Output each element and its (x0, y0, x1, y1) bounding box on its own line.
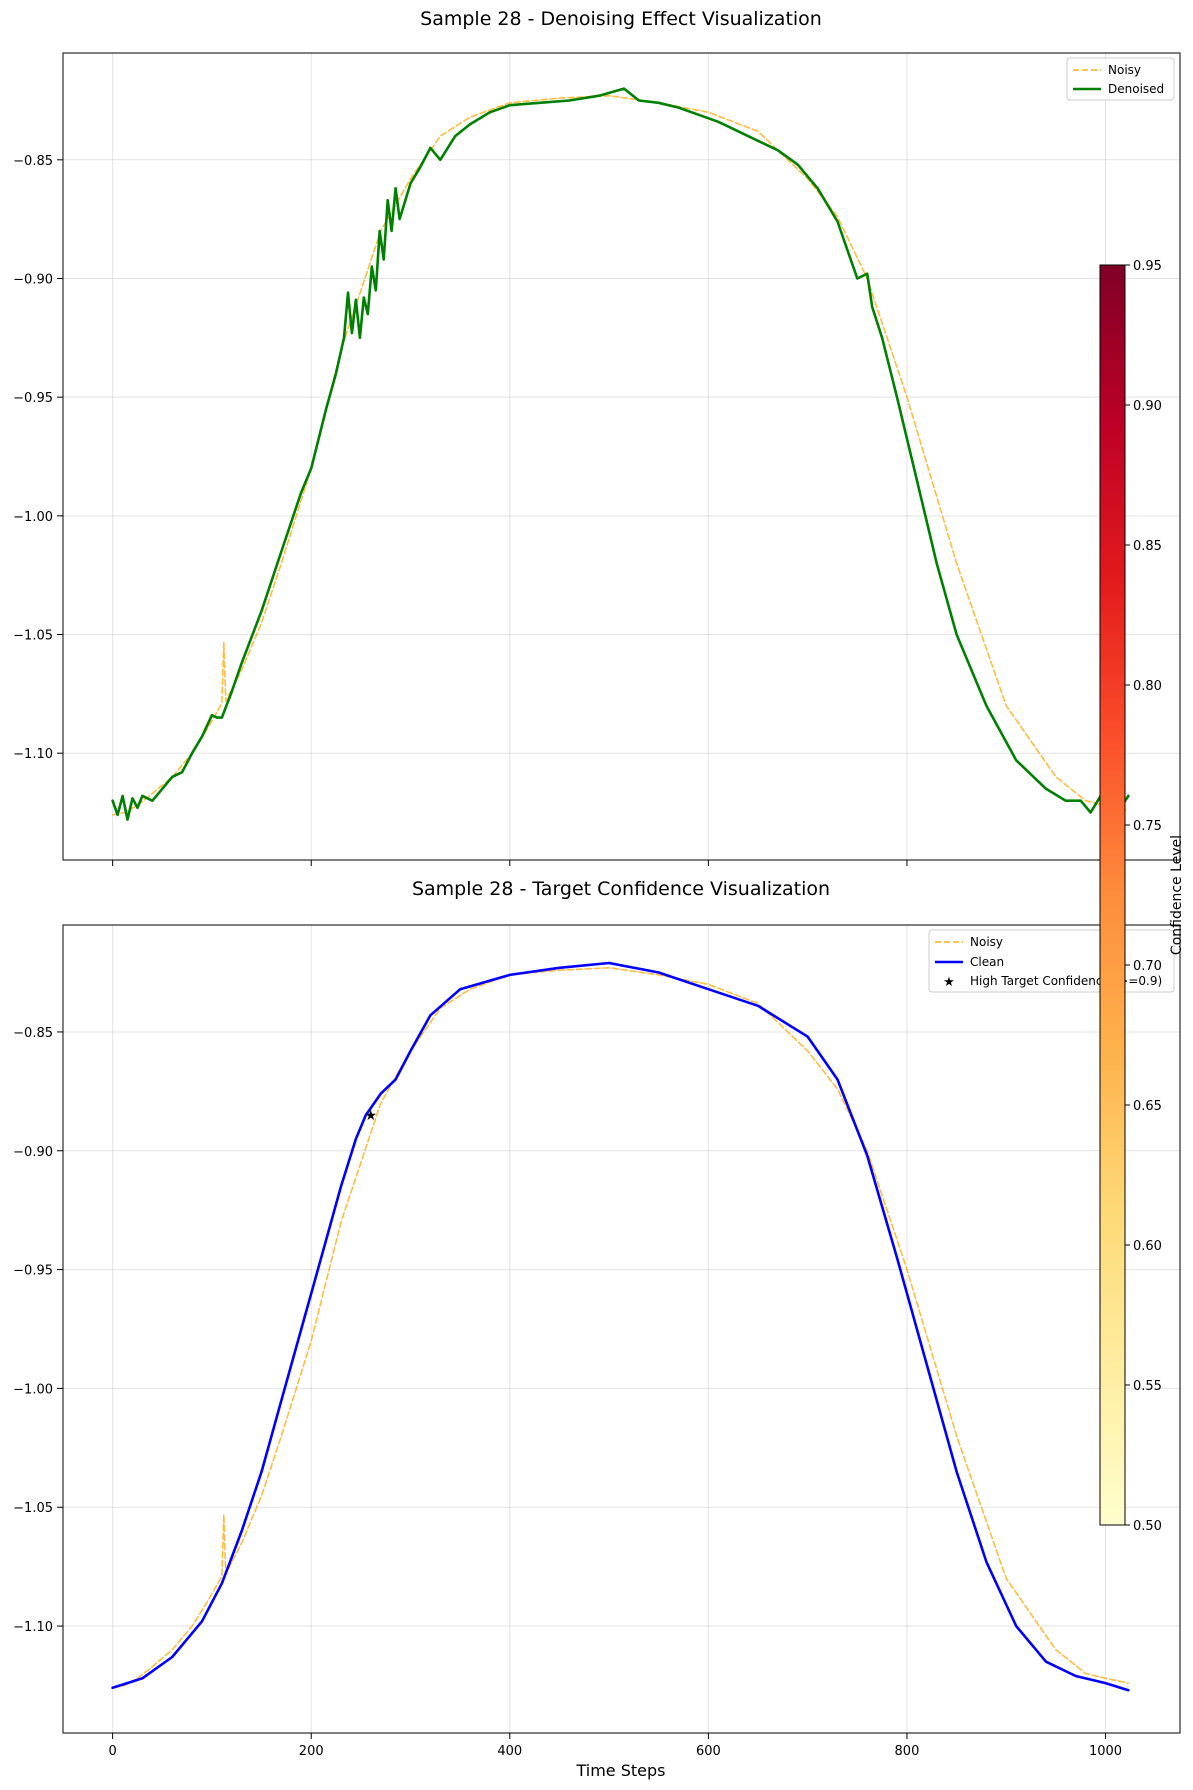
colorbar-tick-label: 0.60 (1133, 1239, 1162, 1254)
y-tick-label: −0.95 (13, 391, 53, 406)
x-tick-label: 800 (895, 1744, 920, 1759)
y-axis: −0.85 −0.90 −0.95 −1.00 −1.05 −1.10 (13, 1026, 63, 1635)
y-tick-label: −1.00 (13, 1382, 53, 1397)
colorbar-tick-label: 0.75 (1133, 819, 1162, 834)
grid (63, 53, 1180, 860)
colorbar-tick-label: 0.50 (1133, 1519, 1162, 1534)
panel-denoising: Sample 28 - Denoising Effect Visualizati… (13, 8, 1181, 866)
y-tick-label: −1.05 (13, 1501, 53, 1516)
colorbar-ticks: 0.50 0.55 0.60 0.65 0.70 0.75 0.80 0.85 0.90 0.95 (1125, 259, 1162, 1534)
y-tick-label: −1.10 (13, 1620, 53, 1635)
chart-title: Sample 28 - Target Confidence Visualizat… (412, 878, 830, 900)
y-tick-label: −0.90 (13, 1145, 53, 1160)
axes-frame (62, 924, 1181, 1734)
panel-confidence: Sample 28 - Target Confidence Visualizat… (13, 878, 1181, 1780)
colorbar-tick-label: 0.55 (1133, 1379, 1162, 1394)
x-axis: 0 200 400 600 800 1000 (109, 1733, 1122, 1759)
x-tick-label: 0 (109, 1744, 117, 1759)
grid (63, 925, 1180, 1733)
colorbar-tick-label: 0.65 (1133, 1099, 1162, 1114)
colorbar-tick-label: 0.85 (1133, 539, 1162, 554)
series-line-denoised (111, 87, 1130, 821)
legend-label-denoised: Denoised (1108, 82, 1164, 96)
y-tick-label: −0.90 (13, 272, 53, 287)
legend-star-marker: ★ (943, 975, 955, 990)
y-tick-label: −1.10 (13, 747, 53, 762)
axes-frame (62, 52, 1181, 861)
y-tick-label: −1.05 (13, 629, 53, 644)
colorbar-tick-label: 0.95 (1133, 259, 1162, 274)
colorbar-gradient (1099, 264, 1126, 1526)
colorbar-tick-label: 0.80 (1133, 679, 1162, 694)
legend-label-clean: Clean (970, 955, 1004, 969)
colorbar-label: Confidence Level (1169, 835, 1185, 955)
colorbar-tick-label: 0.70 (1133, 959, 1162, 974)
x-axis-label: Time Steps (575, 1761, 665, 1780)
series-line-clean (111, 961, 1130, 1692)
y-tick-label: −0.85 (13, 154, 53, 169)
y-tick-label: −0.95 (13, 1264, 53, 1279)
x-tick-label: 600 (696, 1744, 721, 1759)
plot-area: ★ (111, 961, 1130, 1692)
colorbar-tick-label: 0.90 (1133, 399, 1162, 414)
chart-title: Sample 28 - Denoising Effect Visualizati… (420, 8, 822, 30)
series-line-noisy (111, 94, 1130, 816)
x-axis (112, 860, 1107, 866)
legend-label-high-confidence: High Target Confidence (>=0.9) (970, 974, 1162, 988)
x-tick-label: 200 (299, 1744, 324, 1759)
y-axis: −0.85 −0.90 −0.95 −1.00 −1.05 −1.10 (13, 154, 63, 762)
series-line-noisy (111, 966, 1130, 1689)
x-tick-label: 400 (497, 1744, 522, 1759)
legend-label-noisy: Noisy (1108, 63, 1141, 77)
plot-area (111, 87, 1130, 821)
high-confidence-marker: ★ (365, 1108, 378, 1124)
colorbar: 0.50 0.55 0.60 0.65 0.70 0.75 0.80 0.85 0.90 0.95… (1099, 259, 1185, 1534)
y-tick-label: −1.00 (13, 510, 53, 525)
y-tick-label: −0.85 (13, 1026, 53, 1041)
x-tick-label: 1000 (1089, 1744, 1122, 1759)
legend: Noisy Denoised (1066, 57, 1175, 101)
legend-label-noisy: Noisy (970, 935, 1003, 949)
